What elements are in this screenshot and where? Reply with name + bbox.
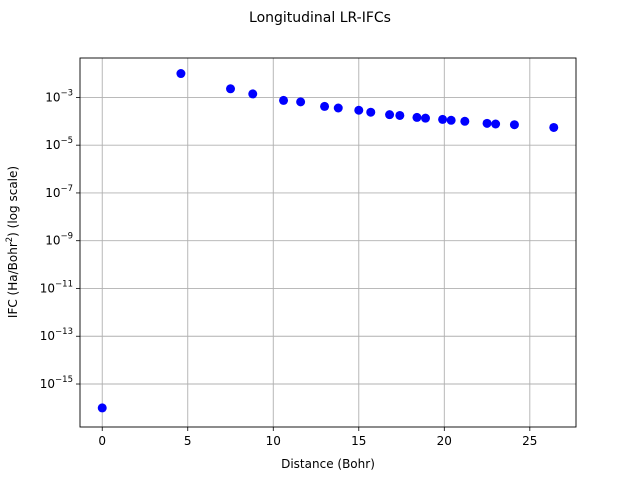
data-point <box>395 110 405 120</box>
y-tick-label-base: 10 <box>45 90 60 104</box>
y-tick-label: 10−3 <box>45 88 73 104</box>
y-tick-label-exponent: −11 <box>55 279 73 289</box>
x-tick-label: 10 <box>266 434 281 448</box>
data-point <box>420 113 430 123</box>
plot-frame <box>79 57 577 428</box>
x-tick-label: 15 <box>351 434 366 448</box>
y-tick-label-base: 10 <box>40 329 55 343</box>
x-tick-label: 25 <box>522 434 537 448</box>
y-tick-label: 10−5 <box>45 136 73 152</box>
y-tick-label-exponent: −7 <box>60 184 73 194</box>
x-axis-label: Distance (Bohr) <box>281 457 375 471</box>
data-point <box>509 120 519 130</box>
y-axis-label-sup: 2 <box>5 237 15 242</box>
y-tick-label: 10−9 <box>45 232 73 248</box>
x-tick-label: 20 <box>437 434 452 448</box>
data-point <box>333 103 343 113</box>
y-tick-label: 10−7 <box>45 184 73 200</box>
data-point <box>320 101 330 111</box>
data-point <box>438 114 448 124</box>
y-tick-label-base: 10 <box>40 377 55 391</box>
axis-ticks: 0 5 10 15 20 2510−1510−1310−1110−910−710−510−… <box>40 88 538 448</box>
data-point <box>482 118 492 128</box>
y-tick-label-exponent: −5 <box>60 136 73 146</box>
data-point <box>549 122 559 132</box>
data-point <box>354 105 364 115</box>
x-tick-label: 0 <box>98 434 106 448</box>
y-axis-label-prefix: IFC (Ha/Bohr <box>6 242 20 318</box>
y-axis-label: IFC (Ha/Bohr2) (log scale) <box>5 166 20 318</box>
y-tick-label-base: 10 <box>45 138 60 152</box>
grid <box>80 58 576 427</box>
y-tick-label-exponent: −13 <box>55 327 73 337</box>
y-tick-label-base: 10 <box>45 186 60 200</box>
y-tick-label-exponent: −3 <box>60 88 73 98</box>
y-tick-label: 10−13 <box>40 327 73 343</box>
y-tick-label: 10−11 <box>40 279 73 295</box>
data-points <box>97 69 559 413</box>
data-point <box>279 95 289 105</box>
data-point <box>176 69 186 79</box>
y-tick-label-base: 10 <box>40 281 55 295</box>
x-tick-label: 5 <box>184 434 192 448</box>
y-tick-label-base: 10 <box>45 234 60 248</box>
y-tick-label: 10−15 <box>40 375 73 391</box>
y-axis-label-suffix: ) (log scale) <box>6 166 20 237</box>
data-point <box>248 89 258 99</box>
y-tick-label-exponent: −9 <box>60 232 73 242</box>
chart-title: Longitudinal LR-IFCs <box>249 10 391 26</box>
y-tick-label-exponent: −15 <box>55 375 73 385</box>
data-point <box>446 115 456 125</box>
data-point <box>412 112 422 122</box>
data-point <box>460 116 470 126</box>
data-point <box>385 110 395 120</box>
data-point <box>296 97 306 107</box>
data-point <box>97 403 107 413</box>
data-point <box>226 84 236 94</box>
data-point <box>366 107 376 117</box>
data-point <box>491 119 501 129</box>
